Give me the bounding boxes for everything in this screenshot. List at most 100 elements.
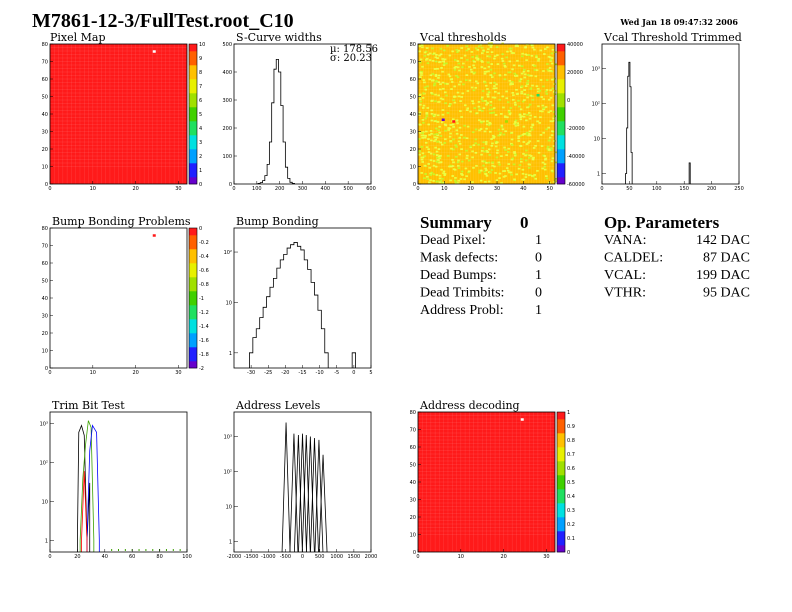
heatmap-pixel <box>460 148 463 151</box>
heatmap-pixel <box>489 104 493 107</box>
heatmap-pixel <box>466 90 470 92</box>
colorbar-tick-label: 20000 <box>567 70 583 76</box>
plot-frame <box>233 411 372 553</box>
heatmap-pixel <box>487 180 491 183</box>
heatmap-pixel <box>426 53 430 56</box>
heatmap-pixel <box>458 136 462 139</box>
heatmap-pixel <box>522 178 526 181</box>
x-tick-label: 100 <box>252 186 262 192</box>
heatmap-pixel <box>550 57 554 59</box>
heatmap-pixel <box>428 181 431 184</box>
heatmap-pixel <box>528 140 532 143</box>
y-tick-label: 70 <box>42 244 48 250</box>
colorbar-tick-label: 2 <box>199 154 202 160</box>
heatmap-pixel <box>437 74 441 77</box>
heatmap-pixel <box>499 132 502 134</box>
heatmap-pixel <box>428 52 432 55</box>
colorbar-tick-label: 0.2 <box>567 522 575 528</box>
heatmap-pixel <box>492 135 496 138</box>
heatmap-pixel <box>521 52 524 55</box>
heatmap-pixel <box>481 100 485 102</box>
heatmap-pixel <box>529 114 532 117</box>
colorbar-segment <box>557 152 565 157</box>
colorbar-tick-label: 5 <box>199 112 202 118</box>
colorbar-segment <box>189 228 197 232</box>
heatmap-pixel <box>536 87 540 90</box>
heatmap-pixel <box>419 103 422 106</box>
x-tick-label: 0 <box>48 370 51 376</box>
heatmap-pixel <box>462 83 465 86</box>
heatmap-anomaly <box>520 418 524 421</box>
summary-row-label: Dead Bumps: <box>420 268 497 283</box>
heatmap-pixel <box>432 160 436 162</box>
x-tick-label: 20 <box>468 186 474 192</box>
heatmap-pixel <box>444 82 447 85</box>
heatmap-pixel <box>434 73 438 76</box>
heatmap-pixel <box>452 161 455 164</box>
heatmap-pixel <box>525 149 528 152</box>
heatmap-pixel <box>542 85 545 88</box>
heatmap-pixel <box>503 146 506 149</box>
heatmap-pixel <box>547 139 551 142</box>
heatmap-pixel <box>546 46 549 49</box>
heatmap-pixel <box>520 92 523 95</box>
heatmap-pixel <box>452 125 455 128</box>
colorbar-segment <box>557 61 565 66</box>
address-level-peak <box>298 433 307 553</box>
colorbar-segment <box>557 86 565 90</box>
colorbar-segment <box>189 65 197 69</box>
heatmap-pixel <box>507 71 511 74</box>
y-tick-label: 0 <box>45 182 48 188</box>
heatmap-pixel <box>543 163 547 166</box>
heatmap-pixel <box>441 98 445 101</box>
heatmap-pixel <box>515 74 518 76</box>
colorbar-segment <box>557 44 565 48</box>
heatmap-pixel <box>421 46 424 49</box>
colorbar-segment <box>189 110 197 115</box>
heatmap-pixel <box>475 57 478 59</box>
heatmap-pixel <box>459 80 462 83</box>
heatmap-pixel <box>474 142 477 145</box>
heatmap-pixel <box>449 132 452 135</box>
heatmap-pixel <box>524 53 527 56</box>
colorbar-segment <box>189 89 197 94</box>
colorbar-segment <box>557 447 565 451</box>
heatmap-pixel <box>502 106 505 109</box>
heatmap-pixel <box>485 161 488 164</box>
heatmap-pixel <box>448 75 452 78</box>
heatmap-pixel <box>513 151 516 153</box>
colorbar-segment <box>557 51 565 55</box>
colorbar-tick-label: 0.4 <box>567 494 575 500</box>
op-parameter-label: VANA: <box>604 233 647 248</box>
heatmap-pixel <box>529 87 533 90</box>
heatmap-pixel <box>453 179 457 182</box>
heatmap-pixel <box>477 101 481 103</box>
colorbar-segment <box>189 235 197 239</box>
colorbar-segment <box>557 510 565 514</box>
heatmap-pixel <box>547 148 551 151</box>
heatmap-pixel <box>430 132 433 135</box>
heatmap-pixel <box>519 145 522 147</box>
heatmap-pixel <box>552 111 556 113</box>
colorbar-segment <box>557 117 565 122</box>
colorbar-segment <box>557 422 565 427</box>
x-tick-label: 40 <box>520 186 526 192</box>
summary-row-label: Dead Pixel: <box>420 233 486 248</box>
colorbar-segment <box>189 263 197 267</box>
colorbar-segment <box>557 485 565 490</box>
heatmap-pixel <box>483 170 487 173</box>
heatmap-pixel <box>456 76 460 79</box>
y-tick-label: 50 <box>42 95 48 101</box>
y-tick-label: 1 <box>229 351 232 357</box>
heatmap-pixel <box>443 173 447 175</box>
heatmap-pixel <box>490 169 494 171</box>
colorbar-frame <box>556 411 566 553</box>
heatmap-pixel <box>518 113 522 116</box>
heatmap-pixel <box>439 83 442 86</box>
heatmap-pixel <box>453 68 457 71</box>
heatmap-pixel <box>535 69 539 72</box>
heatmap-pixel <box>471 181 474 183</box>
y-tick-label: 70 <box>410 428 416 434</box>
heatmap-pixel <box>525 133 529 136</box>
